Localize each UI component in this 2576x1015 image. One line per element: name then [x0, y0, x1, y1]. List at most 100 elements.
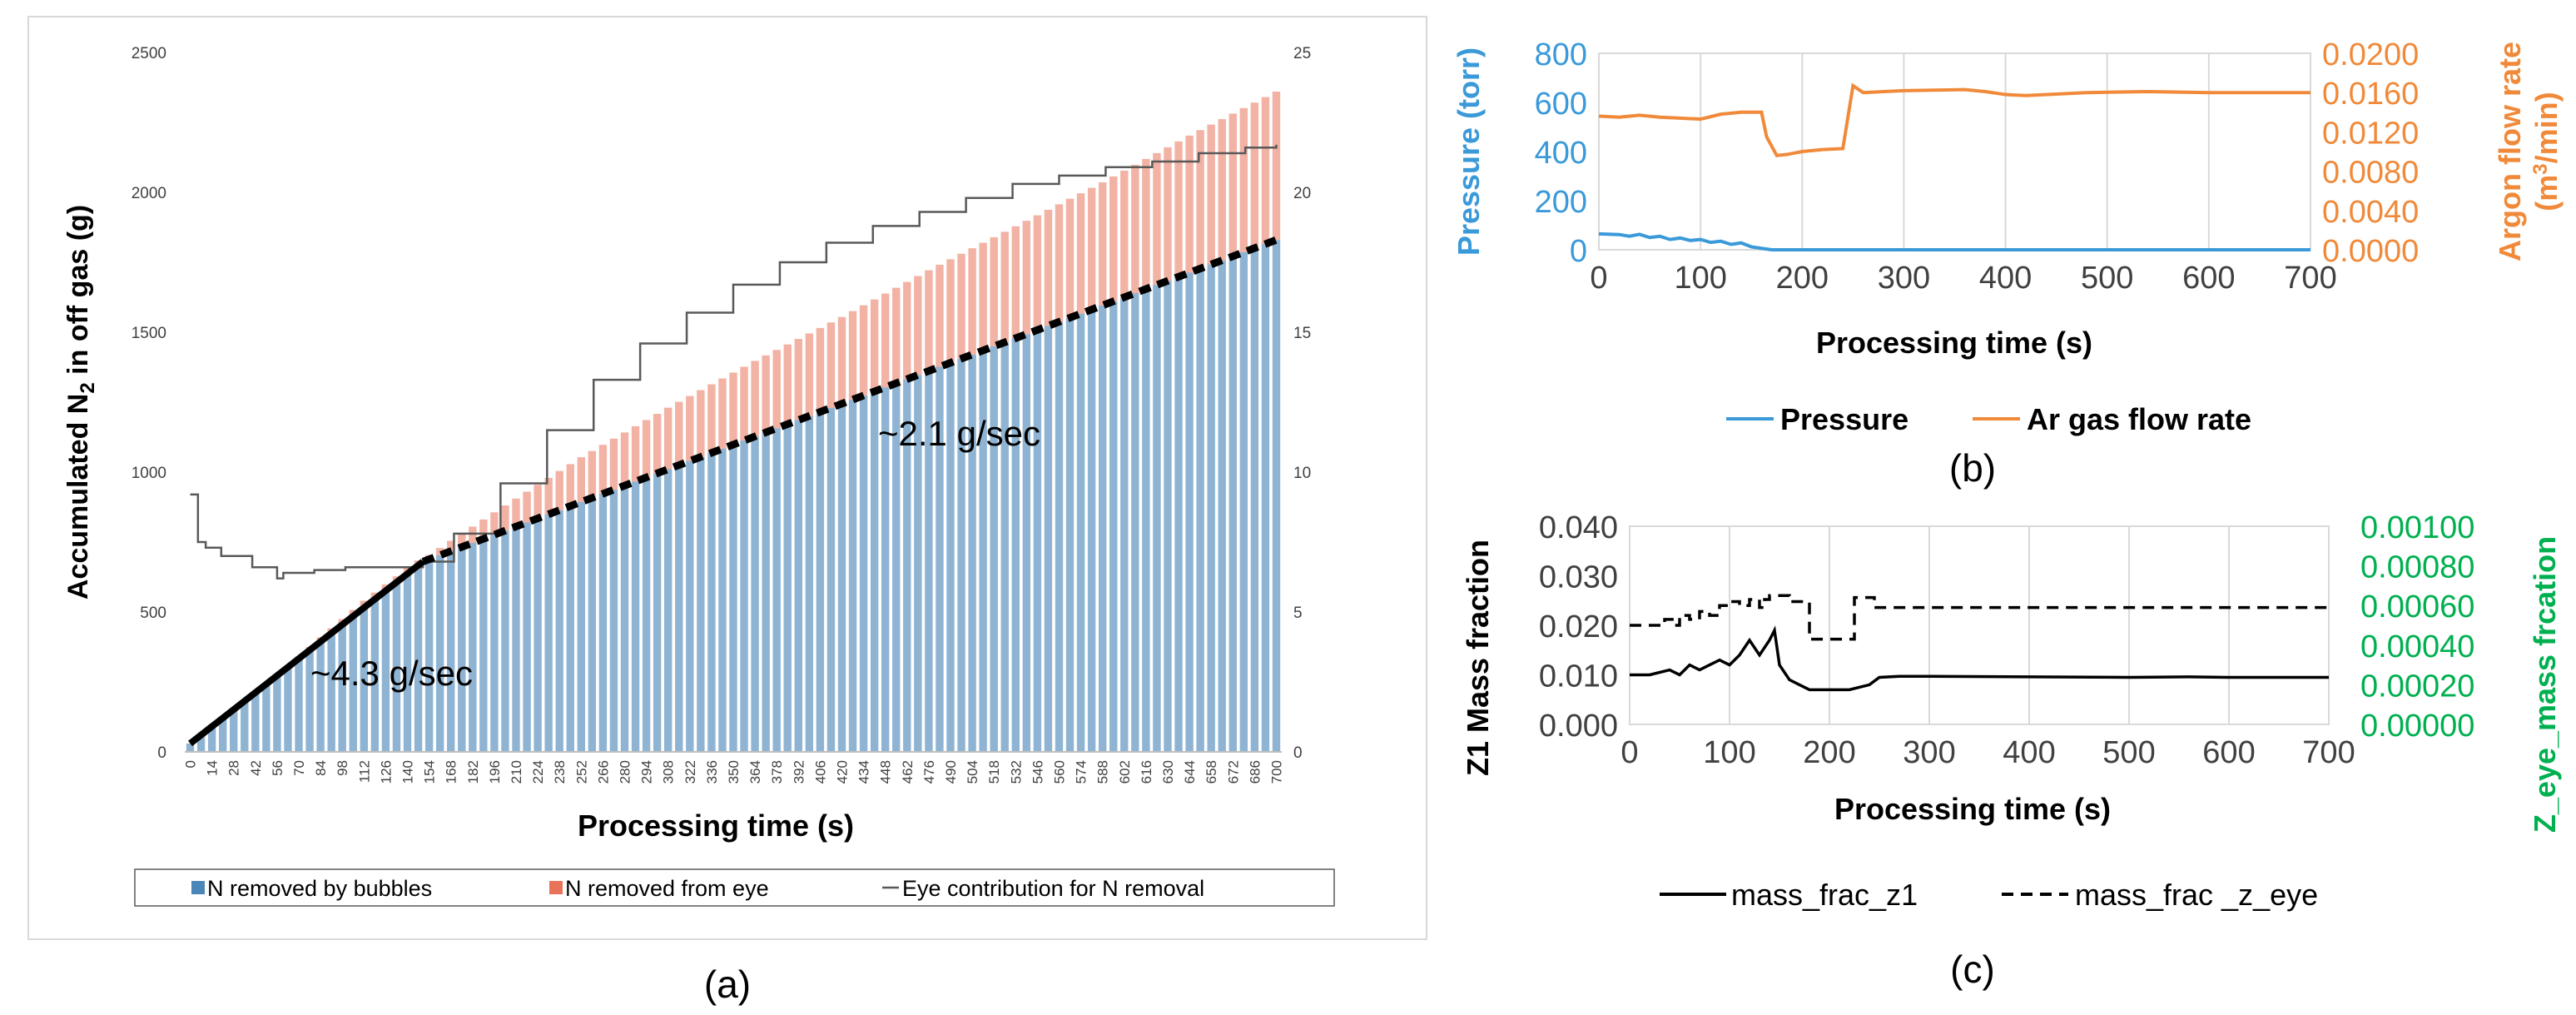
x-tick-label: 350 — [726, 760, 742, 784]
x-tick-label: 0 — [183, 760, 199, 768]
x-tick-label: 112 — [356, 760, 372, 783]
y2-tick-label: 5 — [1293, 605, 1303, 622]
bar-bubbles — [859, 395, 868, 752]
bar-eye — [936, 264, 944, 367]
bar-eye — [816, 327, 825, 412]
y2-axis-title-unit: (m3/min) — [2529, 92, 2564, 211]
bar-bubbles — [588, 497, 597, 752]
y2-tick-label: 0.0000 — [2322, 234, 2419, 269]
legend-box — [134, 868, 1335, 907]
bar-eye — [1076, 193, 1085, 314]
bar-bubbles — [826, 407, 836, 752]
x-tick-label: 392 — [791, 760, 807, 784]
x-tick-label: 378 — [769, 760, 785, 784]
bar-eye — [631, 425, 640, 482]
bar-bubbles — [501, 530, 509, 752]
x-tick-label: 434 — [856, 760, 872, 784]
bar-eye — [762, 355, 770, 433]
x-tick-label: 616 — [1139, 760, 1154, 784]
y2-tick-label: 0.0200 — [2322, 37, 2419, 72]
y-tick-label: 1500 — [132, 325, 166, 342]
x-tick-label: 476 — [921, 760, 937, 784]
bar-bubbles — [642, 477, 651, 752]
x-axis-title: Processing time (s) — [578, 809, 854, 843]
x-tick-label: 500 — [2102, 735, 2155, 770]
bar-eye — [501, 505, 509, 531]
y2-tick-label: 25 — [1293, 45, 1311, 62]
bar-bubbles — [990, 346, 998, 752]
x-axis-title: Processing time (s) — [1816, 326, 2092, 360]
panel-b-caption: (b) — [1949, 446, 1996, 490]
bar-bubbles — [1164, 281, 1172, 752]
bar-eye — [588, 450, 597, 498]
bar-eye — [620, 432, 629, 486]
bar-bubbles — [631, 481, 640, 752]
x-tick-label: 126 — [378, 760, 394, 784]
bar-bubbles — [697, 456, 705, 752]
panel-a-caption: (a) — [704, 963, 751, 1006]
y-tick-label: 0.030 — [1539, 560, 1618, 595]
fit-label-late: ~2.1 g/sec — [878, 414, 1040, 453]
bar-eye — [903, 281, 911, 380]
bar-eye — [837, 316, 846, 404]
bar-eye — [826, 322, 836, 408]
bar-bubbles — [1131, 293, 1139, 752]
x-tick-label: 546 — [1030, 760, 1045, 784]
bar-bubbles — [403, 574, 412, 752]
bar-bubbles — [566, 505, 574, 752]
bar-eye — [686, 396, 694, 461]
bar-bubbles — [534, 518, 542, 752]
bar-bubbles — [762, 432, 770, 752]
bar-bubbles — [479, 539, 488, 752]
y2-tick-label: 0.00020 — [2360, 669, 2474, 704]
x-tick-label: 0 — [1621, 735, 1638, 770]
x-tick-label: 462 — [900, 760, 916, 784]
x-tick-label: 588 — [1095, 760, 1111, 784]
line-ar-flow — [1598, 82, 2310, 157]
x-tick-label: 168 — [444, 760, 459, 784]
bar-eye — [1044, 209, 1053, 326]
bar-eye — [544, 477, 553, 515]
bar-bubbles — [805, 415, 814, 752]
x-tick-label: 644 — [1182, 760, 1198, 784]
bar-bubbles — [1044, 326, 1053, 752]
panel-a-chart: 0 500 1000 1500 2000 2500 0 5 10 15 20 25 0 14 28 42 56 7… — [62, 45, 1335, 907]
bar-bubbles — [414, 565, 423, 752]
line-eye-contribution — [190, 144, 1278, 580]
x-tick-label: 308 — [661, 760, 677, 784]
bar-bubbles — [914, 375, 922, 752]
bar-bubbles — [512, 526, 520, 752]
bar-eye — [555, 470, 563, 510]
bar-bubbles — [577, 501, 586, 752]
bar-eye — [729, 372, 737, 445]
bar-eye — [653, 414, 662, 474]
x-tick-label: 56 — [270, 760, 285, 776]
bar-eye — [772, 350, 781, 429]
bar-eye — [925, 270, 933, 371]
bar-eye — [1131, 164, 1139, 294]
bar-bubbles — [664, 469, 673, 752]
bar-eye — [751, 361, 759, 437]
x-tick-label: 100 — [1703, 735, 1755, 770]
legend-label-contribution: Eye contribution for N removal — [902, 876, 1204, 901]
x-tick-label: 322 — [682, 760, 698, 784]
bar-eye — [1055, 204, 1064, 322]
bar-bubbles — [1076, 313, 1085, 752]
bar-eye — [566, 464, 574, 506]
bar-eye — [1272, 92, 1281, 241]
legend-label-bubbles: N removed by bubbles — [207, 876, 432, 901]
x-tick-label: 700 — [2284, 261, 2336, 296]
bar-bubbles — [968, 354, 976, 752]
bar-eye — [577, 457, 586, 502]
y2-tick-label: 15 — [1293, 325, 1311, 342]
bar-bubbles — [305, 649, 314, 752]
bar-bubbles — [316, 641, 325, 752]
y-tick-label: 500 — [140, 605, 166, 622]
x-tick-label: 630 — [1160, 760, 1176, 784]
bar-eye — [1153, 152, 1161, 286]
bar-bubbles — [1011, 338, 1020, 752]
bar-bubbles — [338, 624, 346, 752]
bar-eye — [1174, 141, 1183, 277]
bar-eye — [870, 299, 879, 392]
bar-eye — [523, 491, 531, 523]
